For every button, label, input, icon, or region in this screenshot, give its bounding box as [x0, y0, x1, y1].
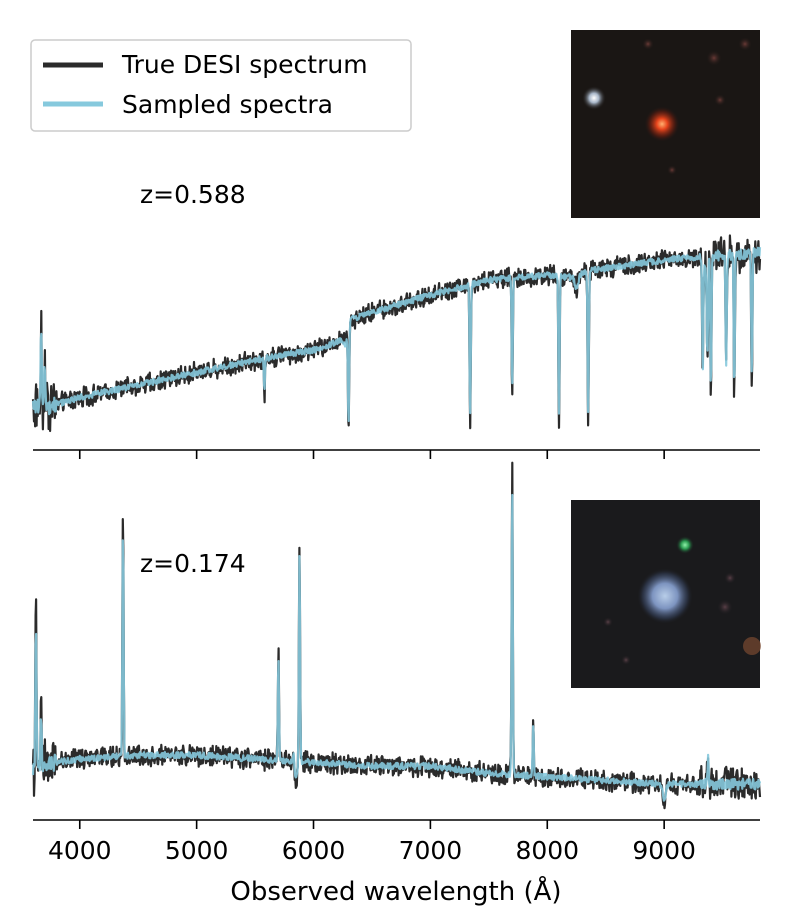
panel-bottom-redshift-label: z=0.174	[140, 549, 246, 578]
true-spectrum-path	[31, 234, 762, 433]
panel-top-redshift-label: z=0.588	[140, 180, 246, 209]
legend-label-true: True DESI spectrum	[121, 50, 368, 79]
panel-top-sampled-spectra-line	[31, 246, 762, 423]
galaxy-cutout-blue-extended	[571, 500, 761, 688]
panel-bottom-sampled-spectra-line	[31, 493, 762, 802]
legend-label-sampled: Sampled spectra	[122, 90, 333, 119]
x-tick-label: 7000	[399, 836, 463, 865]
x-tick-label: 8000	[515, 836, 579, 865]
sampled-spectrum-path	[31, 493, 762, 802]
panel-top: z=0.588	[31, 30, 762, 459]
x-axis-title: Observed wavelength (Å)	[230, 875, 561, 907]
panel-bottom: 4000 5000 6000 7000 8000 9000 z=0.174	[31, 461, 762, 865]
panel-top-true-spectrum-line	[31, 234, 762, 433]
x-tick-label: 4000	[48, 836, 112, 865]
galaxy-cutout-red-compact	[571, 30, 760, 218]
x-tick-label: 6000	[282, 836, 346, 865]
legend-frame	[30, 39, 412, 132]
x-tick-label: 9000	[632, 836, 696, 865]
x-tick-label: 5000	[165, 836, 229, 865]
panel-bottom-x-ticks: 4000 5000 6000 7000 8000 9000	[48, 820, 696, 865]
panel-top-x-ticks	[78, 450, 665, 459]
sampled-spectrum-path	[31, 246, 762, 423]
legend: True DESI spectrum Sampled spectra	[30, 39, 412, 132]
